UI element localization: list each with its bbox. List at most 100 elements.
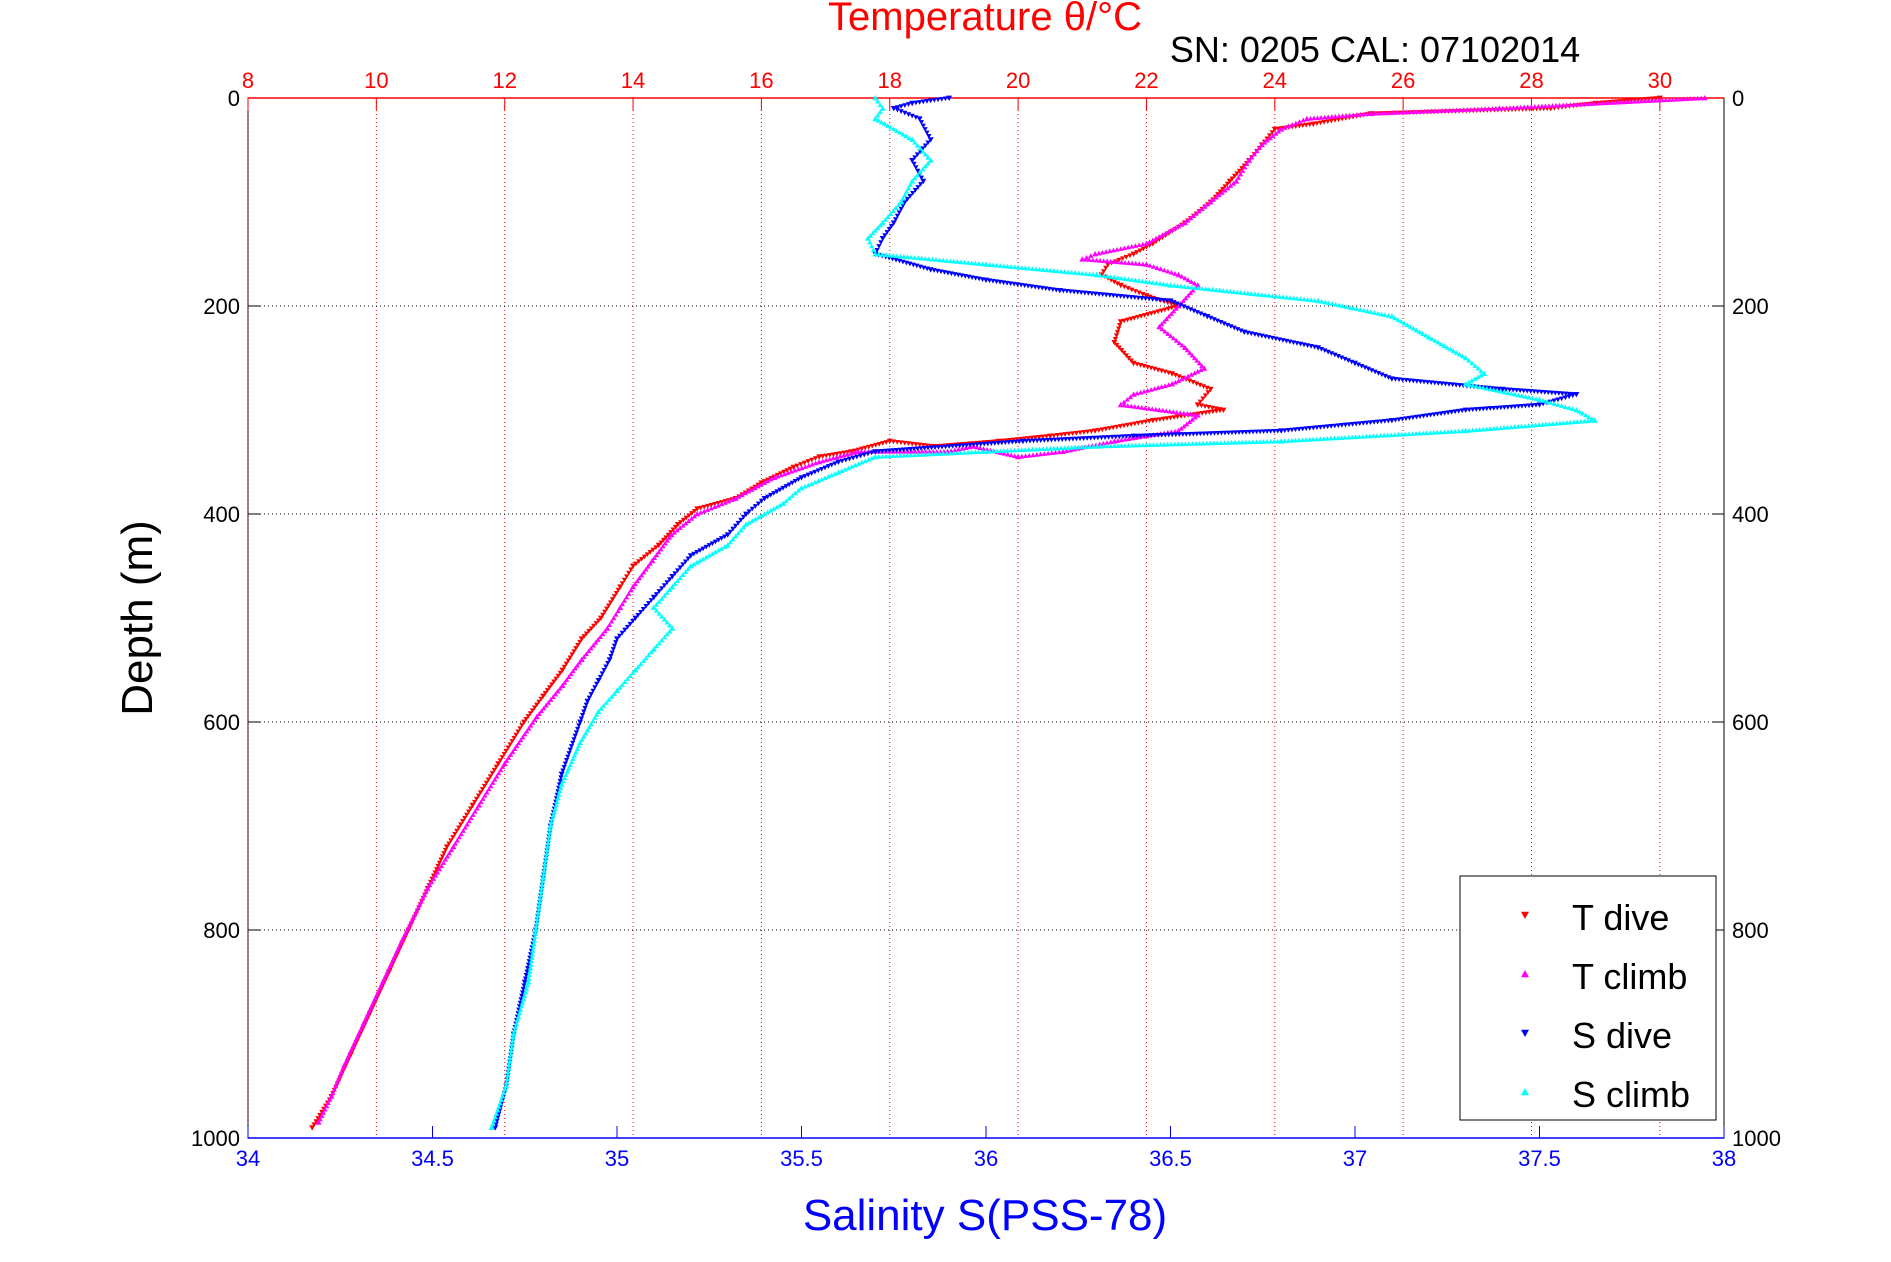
s-climb-point — [815, 478, 821, 483]
t-dive-point — [557, 670, 563, 676]
s-climb-point — [1026, 446, 1032, 452]
s-climb-point — [1252, 291, 1258, 297]
t-dive-point — [1232, 173, 1238, 179]
t-climb-point — [520, 734, 526, 740]
s-dive-point — [1439, 381, 1445, 387]
t-climb-point — [1138, 389, 1144, 395]
t-climb-point — [1147, 262, 1153, 268]
t-climb-point — [1588, 101, 1595, 106]
s-climb-point — [1207, 440, 1213, 446]
s-climb-point — [979, 449, 986, 454]
s-climb-point — [1276, 294, 1283, 299]
s-climb-point — [703, 554, 709, 560]
s-dive-point — [755, 501, 762, 507]
s-climb-point — [774, 504, 780, 510]
s-dive-point — [609, 650, 615, 656]
t-climb-point — [1152, 386, 1158, 391]
t-climb-point — [736, 494, 742, 499]
legend-label: S climb — [1572, 1074, 1690, 1115]
s-climb-point — [1150, 280, 1156, 285]
t-climb-point — [1475, 106, 1481, 112]
s-dive-point — [653, 592, 660, 597]
s-climb-point — [531, 937, 537, 943]
s-dive-point — [1183, 432, 1189, 437]
s-dive-point — [918, 120, 925, 125]
s-dive-point — [648, 598, 654, 603]
s-climb-point — [1306, 437, 1313, 442]
t-climb-point — [1171, 308, 1177, 314]
s-climb-point — [1573, 407, 1580, 413]
t-dive-point — [1269, 130, 1275, 135]
s-dive-point — [624, 624, 631, 630]
s-climb-point — [1178, 283, 1184, 289]
s-climb-point — [812, 479, 818, 485]
s-climb-point — [1329, 301, 1335, 306]
t-climb-point — [518, 737, 524, 743]
s-climb-point — [669, 583, 676, 590]
s-dive-point — [1098, 435, 1105, 441]
s-climb-point — [1165, 441, 1171, 447]
s-climb-point — [1203, 286, 1209, 291]
s-climb-point — [904, 452, 911, 458]
t-climb-point — [1264, 137, 1271, 143]
t-climb-point — [1117, 401, 1124, 408]
t-climb-point — [478, 799, 484, 805]
t-dive-point — [1143, 293, 1150, 299]
s-dive-point — [957, 443, 963, 449]
t-climb-point — [1132, 243, 1139, 248]
t-climb-point — [1314, 115, 1321, 121]
t-climb-point — [641, 569, 647, 575]
s-climb-point — [1285, 438, 1291, 443]
s-dive-point — [1352, 360, 1358, 367]
t-climb-point — [1282, 125, 1288, 130]
s-dive-point — [1517, 388, 1523, 394]
s-climb-point — [1004, 263, 1011, 269]
t-climb-point — [802, 464, 808, 469]
s-dive-point — [1081, 436, 1087, 441]
s-dive-point — [1084, 436, 1090, 441]
t-dive-point — [1118, 348, 1125, 353]
s-dive-point — [950, 444, 956, 449]
s-dive-point — [1225, 430, 1232, 436]
s-dive-point — [519, 990, 526, 995]
s-dive-point — [1250, 429, 1256, 435]
t-climb-point — [1187, 290, 1194, 296]
t-dive-point — [1176, 374, 1182, 380]
s-climb-point — [875, 225, 881, 231]
s-climb-point — [1515, 423, 1521, 429]
s-dive-point — [584, 698, 591, 705]
s-dive-point — [525, 966, 531, 971]
s-climb-point — [697, 558, 703, 563]
t-dive-point — [905, 441, 912, 446]
s-climb-point — [1213, 287, 1219, 293]
s-dive-point — [746, 509, 752, 514]
t-dive-point — [604, 606, 610, 612]
s-dive-point — [1300, 426, 1306, 432]
t-climb-point — [1156, 323, 1163, 330]
t-dive-point — [798, 462, 804, 467]
s-climb-point — [872, 95, 879, 101]
s-dive-point — [568, 744, 575, 749]
t-dive-point — [617, 584, 624, 590]
t-climb-point — [595, 637, 601, 642]
s-climb-point — [1283, 294, 1290, 300]
t-dive-point — [547, 685, 553, 690]
s-climb-point — [1181, 284, 1188, 289]
s-climb-point — [1475, 374, 1481, 380]
s-climb-point — [917, 169, 923, 175]
t-climb-point — [1190, 213, 1197, 218]
s-climb-point — [1591, 417, 1598, 423]
s-climb-point — [933, 451, 939, 457]
t-climb-point — [1111, 438, 1118, 444]
t-climb-point — [1322, 114, 1328, 120]
s-climb-point — [1090, 271, 1096, 277]
s-dive-point — [1303, 426, 1309, 432]
s-climb-point — [1381, 432, 1387, 438]
s-climb-point — [1200, 440, 1206, 446]
s-climb-point — [661, 593, 668, 598]
t-climb-point — [1528, 104, 1534, 109]
s-dive-point — [1103, 292, 1109, 298]
s-climb-point — [1491, 425, 1497, 431]
s-dive-point — [611, 643, 618, 649]
s-dive-point — [675, 568, 681, 574]
